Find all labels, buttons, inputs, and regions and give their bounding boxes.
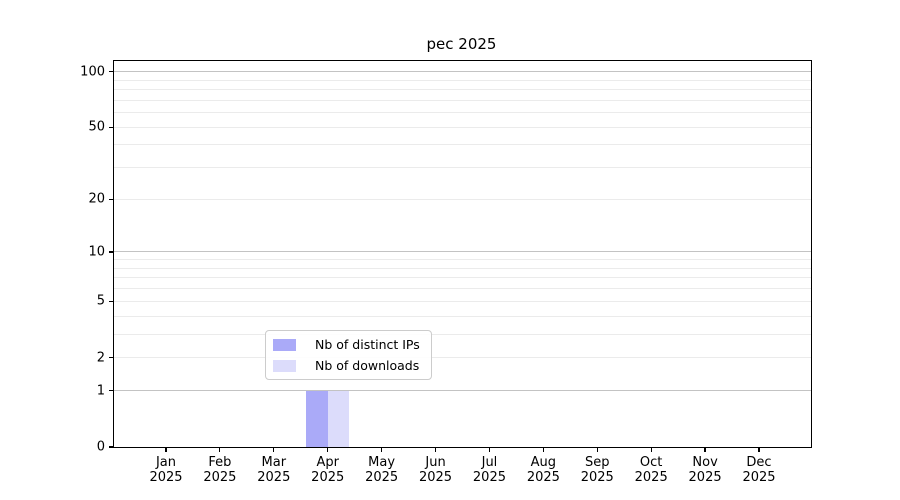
x-tick-label: Oct 2025	[619, 455, 683, 485]
x-tick-label: Apr 2025	[296, 455, 360, 485]
x-tick-year: 2025	[257, 470, 291, 485]
x-tick-month: Dec	[746, 455, 772, 470]
x-tick-year: 2025	[526, 470, 560, 485]
x-tick-mark	[219, 448, 221, 452]
x-tick-month: Aug	[530, 455, 557, 470]
major-gridline	[114, 251, 811, 253]
x-tick-mark	[758, 448, 760, 452]
plot-area: 0 1 2 5 10 20 50 100 Jan 2025 Feb 2025 Mar 2025 Apr 202…	[80, 60, 812, 485]
x-tick-label: May 2025	[350, 455, 414, 485]
x-tick-month: Oct	[639, 455, 663, 470]
x-tick-mark	[381, 448, 383, 452]
x-tick-label: Feb 2025	[188, 455, 252, 485]
minor-gridline	[114, 259, 811, 261]
x-tick-mark	[273, 448, 275, 452]
x-tick-year: 2025	[311, 470, 345, 485]
x-tick-year: 2025	[742, 470, 776, 485]
x-tick-month: Mar	[261, 455, 287, 470]
y-tick-mark	[109, 126, 113, 128]
x-tick-month: Jul	[481, 455, 498, 470]
x-tick-month: Apr	[316, 455, 339, 470]
x-tick-label: Aug 2025	[511, 455, 575, 485]
y-tick-mark	[109, 251, 113, 253]
y-tick-mark	[109, 390, 113, 392]
minor-gridline	[114, 144, 811, 146]
y-tick-mark	[109, 357, 113, 359]
legend-item-downloads: Nb of downloads	[273, 359, 423, 372]
y-tick-mark	[109, 198, 113, 200]
x-tick-mark	[650, 448, 652, 452]
x-tick-label: Jan 2025	[134, 455, 198, 485]
x-tick-label: Nov 2025	[673, 455, 737, 485]
x-tick-year: 2025	[688, 470, 722, 485]
y-tick-label: 100	[80, 64, 105, 80]
minor-gridline	[114, 167, 811, 169]
x-tick-mark	[434, 448, 437, 452]
x-tick-label: Mar 2025	[242, 455, 306, 485]
y-tick-label: 0	[96, 439, 105, 455]
minor-gridline	[114, 357, 811, 359]
y-tick-label: 5	[96, 293, 105, 309]
x-tick-year: 2025	[149, 470, 183, 485]
chart-title: pec 2025	[426, 35, 497, 53]
minor-gridline	[114, 126, 811, 128]
x-tick-year: 2025	[203, 470, 237, 485]
minor-gridline	[114, 288, 811, 290]
y-tick-label: 50	[88, 119, 105, 135]
y-tick-mark	[109, 446, 113, 448]
y-tick-label: 2	[96, 350, 105, 366]
legend-swatch-downloads	[273, 359, 296, 372]
x-tick-mark	[596, 448, 598, 452]
x-tick-year: 2025	[365, 470, 399, 485]
x-tick-month: Jun	[425, 455, 446, 470]
minor-gridline	[114, 267, 811, 269]
minor-gridline	[114, 79, 811, 81]
minor-gridline	[114, 333, 811, 335]
legend-item-distinct-ips: Nb of distinct IPs	[273, 338, 423, 351]
y-tick-label: 10	[88, 244, 105, 260]
x-tick-mark	[542, 448, 544, 452]
x-tick-mark	[327, 448, 329, 452]
legend-label-distinct-ips: Nb of distinct IPs	[315, 337, 420, 352]
minor-gridline	[114, 112, 811, 114]
minor-gridline	[114, 198, 811, 200]
minor-gridline	[114, 277, 811, 279]
y-tick-mark	[109, 300, 113, 302]
y-tick-label: 1	[96, 383, 105, 399]
x-tick-year: 2025	[418, 470, 453, 485]
x-tick-label: Jun 2025	[404, 455, 468, 485]
x-tick-year: 2025	[634, 470, 668, 485]
x-tick-label: Dec 2025	[727, 455, 791, 485]
bar-nb-of-distinct-ips	[306, 390, 328, 447]
x-tick-mark	[488, 448, 491, 452]
x-tick-month: Feb	[208, 455, 232, 470]
x-tick-mark	[165, 448, 167, 452]
y-tick-label: 20	[88, 191, 105, 207]
x-tick-month: Nov	[692, 455, 718, 470]
minor-gridline	[114, 300, 811, 302]
y-tick-mark	[109, 70, 113, 73]
legend-label-downloads: Nb of downloads	[315, 358, 420, 373]
legend: Nb of distinct IPs Nb of downloads	[265, 330, 432, 380]
major-gridline	[114, 390, 811, 392]
x-tick-year: 2025	[472, 470, 506, 485]
x-tick-label: Jul 2025	[457, 455, 521, 485]
x-tick-month: Jan	[155, 455, 177, 470]
bar-nb-of-downloads	[327, 390, 350, 447]
major-gridline	[114, 71, 811, 73]
minor-gridline	[114, 315, 811, 317]
x-tick-label: Sep 2025	[565, 455, 629, 485]
x-tick-year: 2025	[580, 470, 614, 485]
legend-swatch-distinct-ips	[273, 338, 296, 351]
x-tick-month: Sep	[585, 455, 610, 470]
x-tick-mark	[704, 448, 706, 452]
minor-gridline	[114, 89, 811, 90]
minor-gridline	[114, 99, 811, 101]
x-tick-month: May	[368, 455, 396, 470]
